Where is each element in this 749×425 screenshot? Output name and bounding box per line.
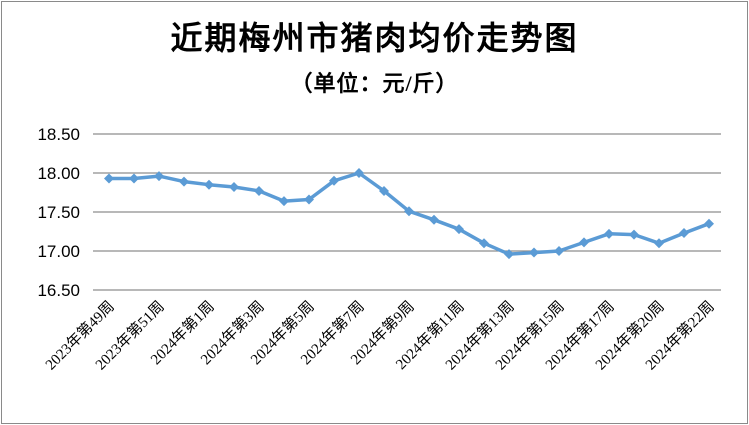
y-axis-tick-label: 17.50 bbox=[37, 203, 80, 222]
chart-title: 近期梅州市猪肉均价走势图 bbox=[170, 20, 579, 56]
chart-subtitle: （单位：元/斤） bbox=[290, 71, 459, 96]
data-point-marker bbox=[254, 185, 264, 196]
data-point-marker bbox=[479, 238, 489, 249]
y-axis-tick-label: 16.50 bbox=[37, 281, 80, 300]
data-point-marker bbox=[204, 179, 214, 190]
data-point-marker bbox=[179, 176, 189, 187]
data-point-marker bbox=[529, 247, 539, 258]
data-point-marker bbox=[354, 168, 364, 178]
data-point-marker bbox=[279, 196, 289, 207]
data-point-marker bbox=[229, 182, 239, 193]
data-point-marker bbox=[679, 228, 689, 239]
data-point-marker bbox=[104, 173, 114, 184]
data-point-marker bbox=[379, 185, 389, 196]
data-point-marker bbox=[304, 194, 314, 205]
data-point-marker bbox=[329, 175, 339, 186]
data-point-marker bbox=[579, 237, 589, 248]
data-point-marker bbox=[129, 173, 139, 184]
y-axis-tick-label: 18.50 bbox=[37, 125, 80, 144]
data-point-marker bbox=[604, 228, 614, 239]
data-point-marker bbox=[454, 224, 464, 235]
y-axis-tick-label: 17.00 bbox=[37, 242, 80, 261]
data-point-marker bbox=[704, 218, 714, 229]
data-point-marker bbox=[654, 238, 664, 249]
data-point-marker bbox=[504, 249, 514, 260]
data-point-marker bbox=[429, 214, 439, 225]
y-axis-tick-label: 18.00 bbox=[37, 164, 80, 183]
data-point-marker bbox=[154, 171, 164, 182]
data-point-marker bbox=[554, 246, 564, 256]
data-point-marker bbox=[404, 206, 414, 217]
data-point-marker bbox=[629, 229, 639, 240]
